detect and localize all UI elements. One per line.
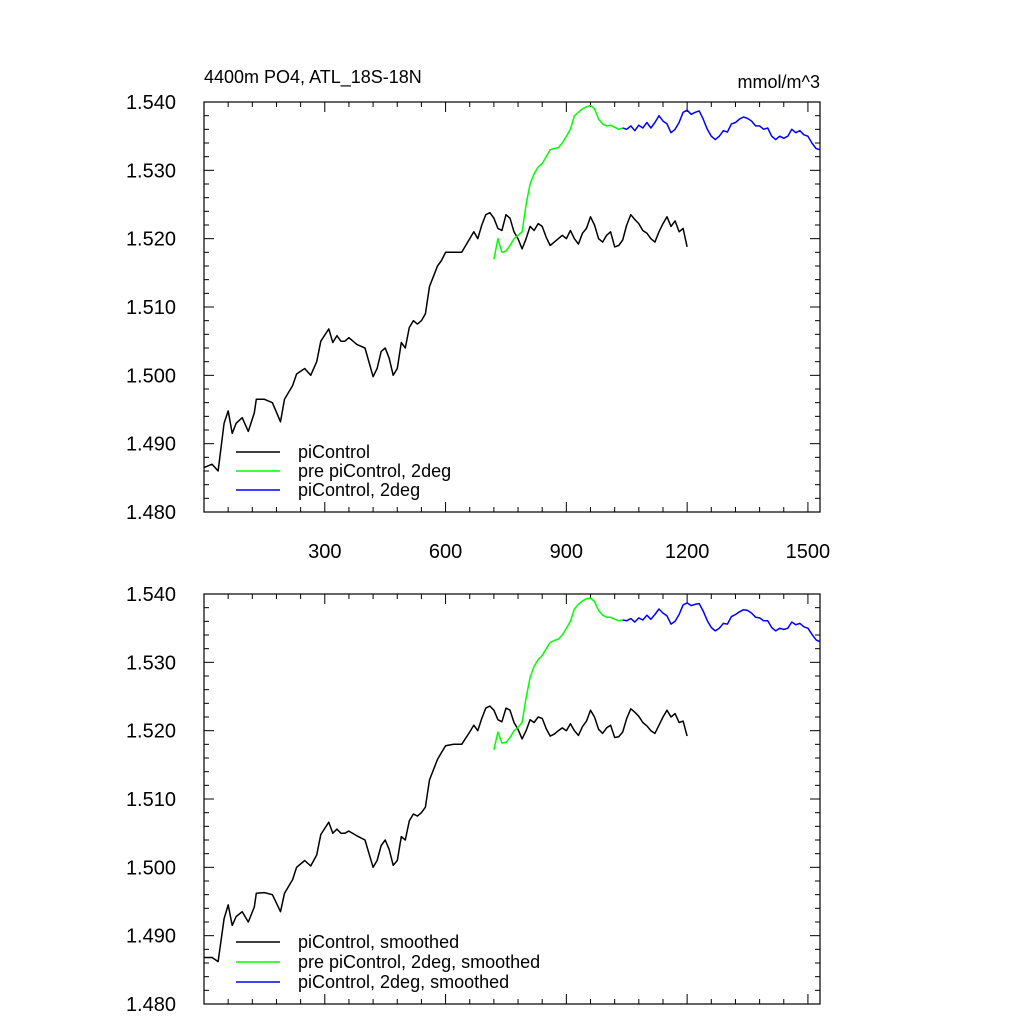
y-tick-label: 1.530 — [126, 160, 176, 182]
chart-title-left: 4400m PO4, ATL_18S-18N — [204, 67, 422, 88]
plot-area — [203, 104, 821, 472]
legend-label: piControl — [298, 442, 370, 462]
series-line — [203, 211, 688, 472]
y-tick-label: 1.520 — [126, 229, 176, 251]
series-line — [493, 104, 623, 260]
y-tick-label: 1.490 — [126, 434, 176, 456]
axes: 1.480 1.490 1.500 1.510 1.520 1.530 1.540 300 60… — [126, 92, 830, 563]
x-tick-label: 900 — [550, 541, 583, 563]
y-tick-label: 1.520 — [126, 721, 176, 743]
chart-title-units: mmol/m^3 — [738, 72, 820, 92]
x-tick-label: 1500 — [786, 541, 831, 563]
legend-label: piControl, smoothed — [298, 932, 459, 952]
y-tick-label: 1.500 — [126, 857, 176, 879]
series-line — [622, 602, 821, 643]
series-line — [493, 597, 623, 750]
y-tick-label: 1.510 — [126, 297, 176, 319]
legend-label: pre piControl, 2deg, smoothed — [298, 952, 540, 972]
x-tick-label: 300 — [308, 541, 341, 563]
axes: 1.480 1.490 1.500 1.510 1.520 1.530 1.540 — [126, 584, 820, 1016]
plot-frame — [203, 101, 821, 513]
x-tick-label: 1200 — [665, 541, 710, 563]
y-tick-label: 1.540 — [126, 92, 176, 114]
top-panel: 4400m PO4, ATL_18S-18N mmol/m^3 1.4801.4… — [126, 67, 830, 563]
y-tick-label: 1.480 — [126, 502, 176, 524]
y-tick-label: 1.480 — [126, 994, 176, 1016]
y-tick-label: 1.510 — [126, 789, 176, 811]
legend-label: pre piControl, 2deg — [298, 461, 451, 481]
legend-label: piControl, 2deg, smoothed — [298, 972, 509, 992]
legend-label: piControl, 2deg — [298, 480, 420, 500]
y-tick-label: 1.490 — [126, 926, 176, 948]
bottom-panel: 1.480 1.490 1.500 1.510 1.520 1.530 1.540 piCo… — [126, 584, 821, 1016]
y-tick-label: 1.500 — [126, 365, 176, 387]
plot-frame — [203, 593, 821, 1005]
y-tick-label: 1.530 — [126, 652, 176, 674]
series-line — [622, 109, 821, 151]
y-tick-label: 1.540 — [126, 584, 176, 606]
plot-area — [204, 597, 821, 963]
x-tick-label: 600 — [429, 541, 462, 563]
series-line — [204, 705, 688, 963]
